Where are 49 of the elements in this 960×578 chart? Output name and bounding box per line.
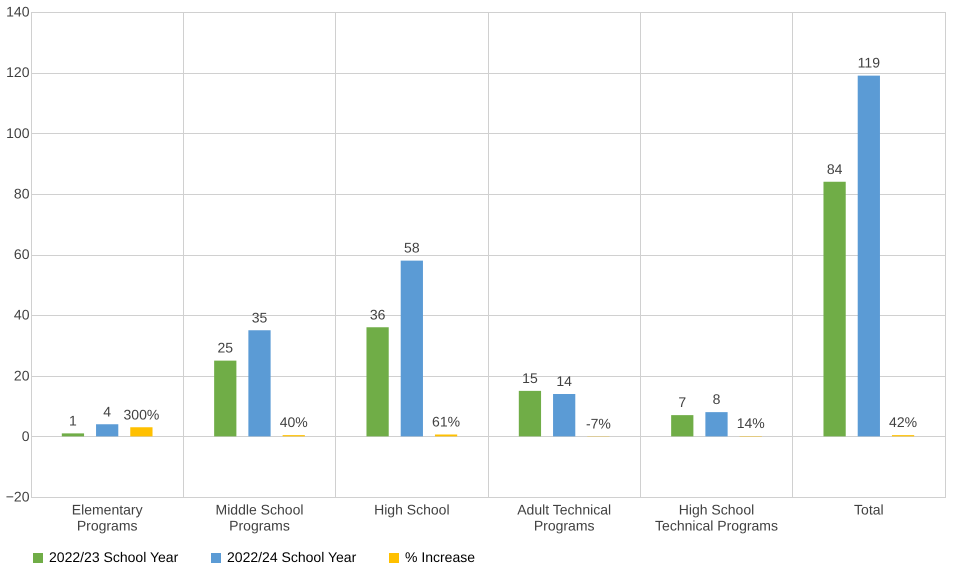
data-label: 25 — [217, 340, 234, 356]
data-label: 61% — [432, 414, 460, 430]
x-tick-label: High School — [374, 502, 450, 518]
bar — [553, 394, 576, 436]
data-label: 1 — [69, 412, 78, 428]
data-label: 15 — [522, 370, 538, 386]
legend-label: 2022/24 School Year — [227, 549, 357, 565]
data-label: 84 — [826, 160, 843, 177]
bar — [214, 360, 236, 436]
y-tick-label: −20 — [6, 488, 30, 504]
data-label: 8 — [712, 391, 721, 408]
data-label: 42% — [889, 414, 918, 430]
data-label: 4 — [103, 403, 112, 420]
data-label: 14 — [556, 372, 572, 389]
bar — [130, 427, 153, 436]
bar — [248, 330, 271, 436]
x-tick-label: Middle School Programs — [216, 502, 304, 534]
bar — [705, 412, 728, 436]
legend-label: 2022/23 School Year — [49, 549, 179, 565]
y-tick-label: 80 — [14, 185, 30, 202]
y-tick-label: 140 — [6, 4, 30, 20]
data-label: 40% — [280, 414, 308, 430]
x-tick-label: Adult Technical Programs — [517, 502, 612, 534]
bar — [400, 260, 423, 436]
y-tick-label: 120 — [6, 64, 30, 80]
data-label: 35 — [252, 309, 268, 326]
x-tick-label: High School Technical Programs — [655, 502, 778, 534]
bar — [96, 424, 118, 436]
data-label: -7% — [586, 415, 611, 432]
x-tick-label: Elementary Programs — [72, 502, 143, 534]
data-label: 36 — [370, 306, 386, 322]
y-tick-label: 40 — [14, 306, 30, 323]
bar — [366, 327, 389, 436]
y-tick-label: 100 — [6, 124, 30, 141]
bar — [858, 76, 880, 436]
data-label: 300% — [123, 406, 160, 422]
data-label: 7 — [678, 394, 686, 410]
data-label: 14% — [736, 414, 765, 431]
bar — [518, 390, 542, 436]
bar — [823, 182, 846, 436]
bar — [671, 415, 694, 436]
x-tick-label: Total — [854, 502, 884, 518]
bar — [62, 433, 84, 436]
y-tick-label: 0 — [22, 428, 30, 444]
y-tick-label: 20 — [14, 367, 30, 384]
y-tick-label: 60 — [14, 246, 30, 262]
data-label: 58 — [404, 240, 420, 256]
legend-label: % Increase — [405, 549, 476, 565]
data-label: 119 — [858, 54, 880, 71]
